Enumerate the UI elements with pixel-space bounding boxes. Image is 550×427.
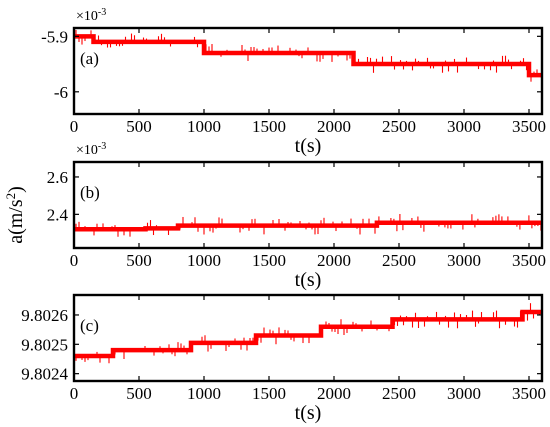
x-tick-label: 3500: [512, 384, 546, 403]
x-tick-label: 1500: [252, 251, 286, 270]
panels: 0 500 1000 1500 2000 2500 3000 3500 t(s) -5.9 -6 (a…: [21, 7, 546, 425]
y-tick-label: 2.6: [47, 168, 68, 187]
x-tick-label: 3000: [447, 384, 481, 403]
panel-b: 0 500 1000 1500 2000 2500 3000 3500 t(s) 2.4 2.6 (b…: [47, 141, 546, 292]
x-axis-label: t(s): [295, 135, 322, 157]
x-tick-label: 2000: [317, 251, 351, 270]
x-tick-label: 0: [70, 384, 79, 403]
plot-frame: [72, 293, 544, 383]
shared-y-axis-label-superscript: 2: [3, 193, 18, 200]
x-tick-label: 2000: [317, 117, 351, 136]
y-tick-label: 9.8024: [21, 365, 68, 384]
y-tick-label: 9.8026: [21, 306, 68, 325]
plot-frame: [72, 160, 544, 250]
panel-label: (a): [80, 49, 99, 68]
panel-label: (b): [80, 183, 100, 202]
x-tick-label: 2500: [382, 251, 416, 270]
x-tick-label: 3500: [512, 117, 546, 136]
shared-y-axis-label: a(m/s2): [3, 186, 28, 244]
x-tick-label: 2500: [382, 117, 416, 136]
y-exponent-power: -3: [98, 7, 106, 18]
panel-a: 0 500 1000 1500 2000 2500 3000 3500 t(s) -5.9 -6 (a…: [41, 7, 546, 158]
plot-frame: [72, 26, 544, 116]
panel-c: 0 500 1000 1500 2000 2500 3000 3500 t(s) 9.8024 9.…: [21, 293, 546, 424]
data-series-line: [74, 34, 542, 78]
x-tick-label: 3500: [512, 251, 546, 270]
panel-label: (c): [80, 316, 99, 335]
y-exponent-label: ×10-3: [76, 141, 106, 159]
y-exponent-base: ×10: [76, 143, 98, 158]
y-exponent-label: ×10-3: [76, 7, 106, 25]
x-tick-label: 1500: [252, 117, 286, 136]
x-tick-label: 1000: [187, 251, 221, 270]
data-series-line: [74, 309, 542, 359]
x-tick-label: 2500: [382, 384, 416, 403]
x-tick-label: 500: [126, 384, 152, 403]
x-axis-label: t(s): [295, 402, 322, 424]
shared-y-axis-label-prefix: a(m/s: [5, 199, 27, 244]
data-series-line: [74, 220, 542, 232]
x-axis-label: t(s): [295, 269, 322, 291]
y-tick-label: -5.9: [41, 27, 68, 46]
x-tick-label: 0: [70, 251, 79, 270]
x-tick-label: 3000: [447, 117, 481, 136]
x-tick-label: 500: [126, 117, 152, 136]
y-exponent-power: -3: [98, 141, 106, 152]
x-tick-label: 0: [70, 117, 79, 136]
x-tick-label: 1500: [252, 384, 286, 403]
y-tick-label: 2.4: [47, 205, 69, 224]
y-tick-label: 9.8025: [21, 335, 68, 354]
x-tick-label: 2000: [317, 384, 351, 403]
x-tick-label: 1000: [187, 384, 221, 403]
y-exponent-base: ×10: [76, 9, 98, 24]
x-tick-label: 3000: [447, 251, 481, 270]
shared-y-axis-label-suffix: ): [5, 186, 27, 193]
x-tick-label: 500: [126, 251, 152, 270]
x-tick-label: 1000: [187, 117, 221, 136]
y-tick-label: -6: [54, 83, 68, 102]
